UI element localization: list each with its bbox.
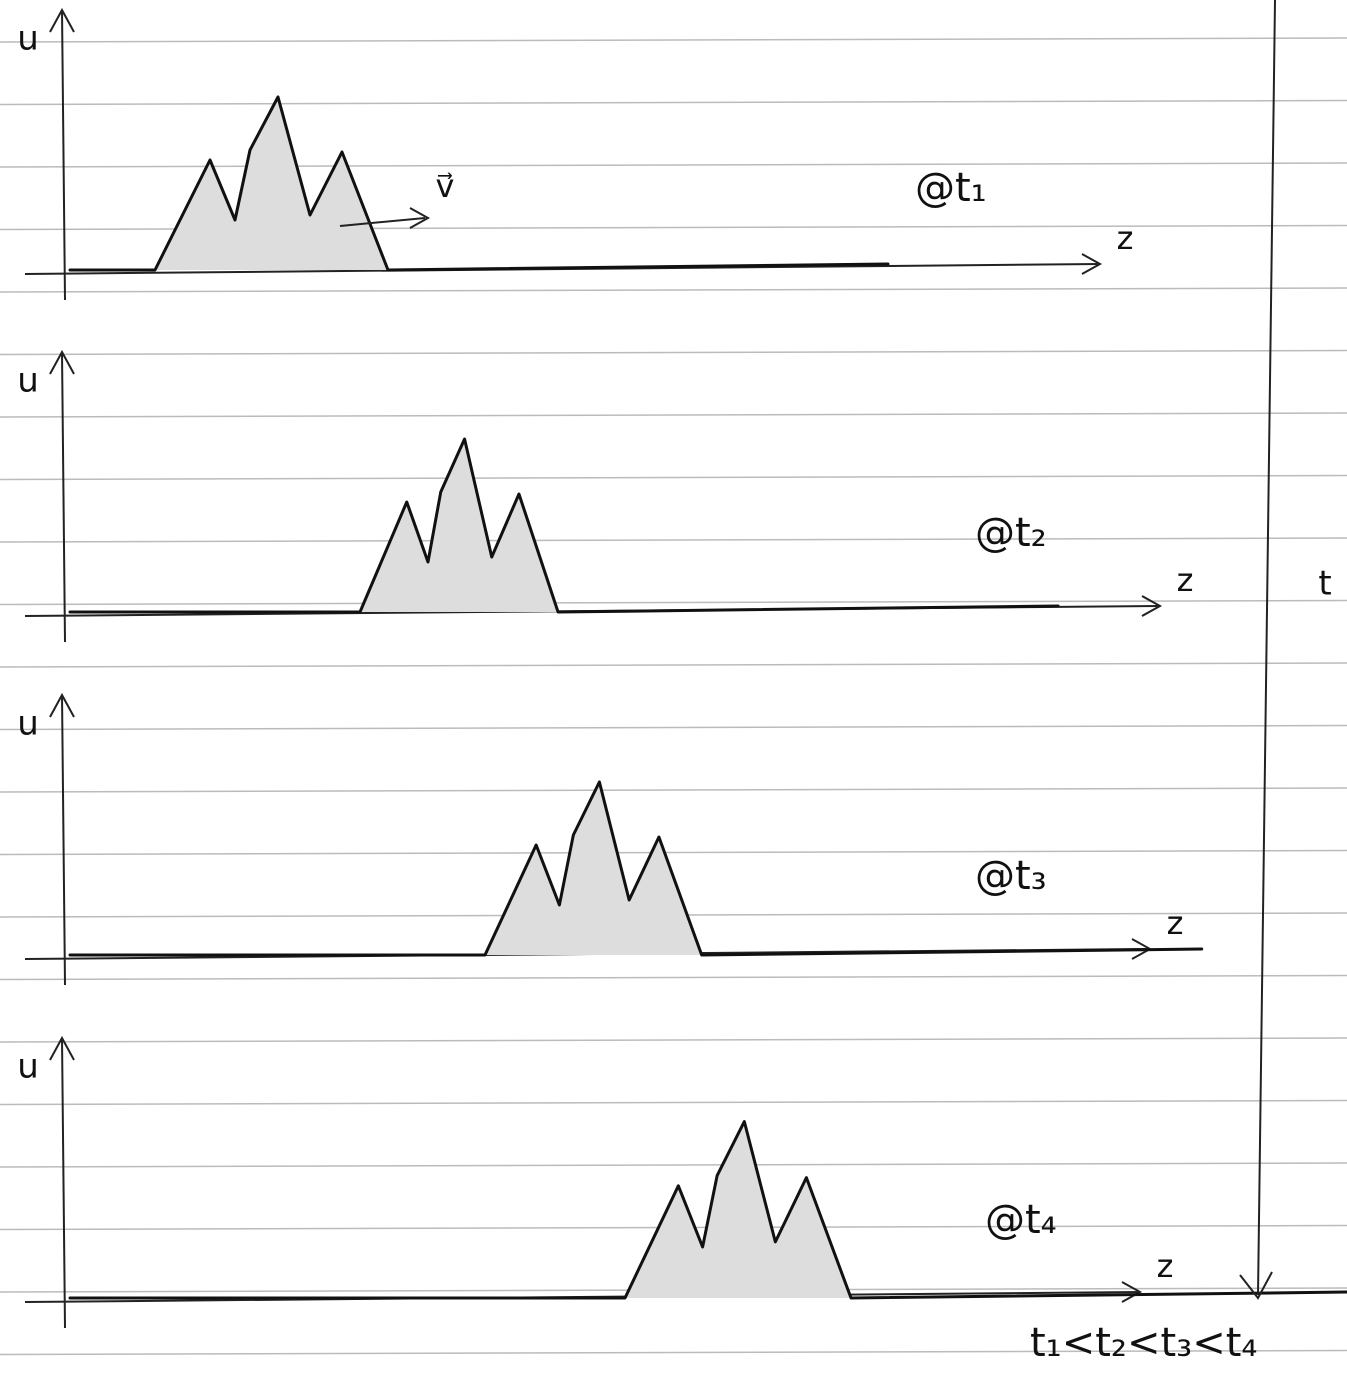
paper-line [0, 351, 1347, 355]
paper-line [0, 413, 1347, 417]
time-label: @t₃ [975, 853, 1047, 899]
paper-line [0, 538, 1347, 542]
time-label: @t₄ [985, 1197, 1057, 1243]
paper-line [0, 163, 1347, 167]
paper-line [0, 1101, 1347, 1105]
paper-line [0, 1163, 1347, 1167]
paper-line [0, 601, 1347, 605]
y-axis [62, 10, 65, 300]
paper-line [0, 788, 1347, 792]
paper-line [0, 1038, 1347, 1042]
x-axis-label: z [1117, 219, 1134, 257]
pulse [70, 439, 1058, 612]
velocity-label: v⃗ [436, 167, 455, 205]
paper-line [0, 288, 1347, 292]
diagram: u z @t₁ u z @t₂ u z @t₃ u z @t₄ t t₁<t₂<t₃<t₄ v⃗ [0, 0, 1347, 1377]
paper-line [0, 38, 1347, 42]
x-axis-label: z [1177, 561, 1194, 599]
time-label: @t₁ [915, 165, 987, 211]
panel: u z @t₄ [17, 1038, 1347, 1328]
x-axis-label: z [1157, 1247, 1174, 1285]
paper-line [0, 851, 1347, 855]
panel: u z @t₁ [17, 10, 1133, 300]
y-axis-label: u [17, 704, 39, 744]
panel: u z @t₂ [17, 352, 1193, 642]
y-axis-label: u [17, 361, 39, 401]
x-axis-label: z [1167, 904, 1184, 942]
panels: u z @t₁ u z @t₂ u z @t₃ u z @t₄ [17, 10, 1347, 1328]
y-axis [62, 1038, 65, 1328]
y-axis [62, 695, 65, 985]
paper-line [0, 663, 1347, 667]
paper-line [0, 101, 1347, 105]
time-label: @t₂ [975, 510, 1047, 556]
time-axis-label: t [1318, 564, 1331, 604]
time-order: t₁<t₂<t₃<t₄ [1030, 1320, 1257, 1366]
panel: u z @t₃ [17, 695, 1201, 985]
y-axis-label: u [17, 1047, 39, 1087]
paper-line [0, 726, 1347, 730]
y-axis [62, 352, 65, 642]
paper-line [0, 476, 1347, 480]
y-axis-label: u [17, 19, 39, 59]
paper-line [0, 976, 1347, 980]
